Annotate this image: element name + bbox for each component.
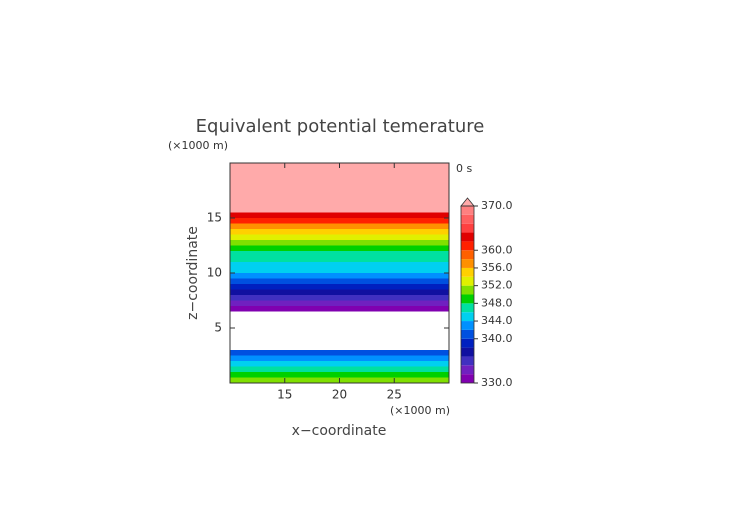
contour-band (230, 278, 449, 284)
contour-band (230, 201, 449, 207)
contour-band (230, 361, 449, 367)
contour-band (230, 262, 449, 268)
contour-band (230, 240, 449, 246)
contour-band (230, 251, 449, 257)
contour-band (230, 196, 449, 202)
colorbar-label: 330.0 (481, 376, 513, 389)
colorbar-label: 344.0 (481, 314, 513, 327)
contour-band (230, 300, 449, 306)
contour-band (230, 284, 449, 290)
colorbar-label: 340.0 (481, 332, 513, 345)
contour-band (230, 185, 449, 191)
colorbar-label: 360.0 (481, 243, 513, 256)
colorbar-label: 370.0 (481, 199, 513, 212)
contour-band (230, 179, 449, 185)
colorbar-segment (461, 374, 474, 383)
colorbar-segment (461, 214, 474, 224)
colorbar-segment (461, 223, 474, 233)
contour-band (230, 355, 449, 361)
x-tick-label: 25 (387, 388, 402, 402)
x-unit: (×1000 m) (390, 404, 450, 417)
contour-band (230, 223, 449, 229)
contour-band (230, 350, 449, 356)
contour-band (230, 212, 449, 218)
chart-title: Equivalent potential temerature (196, 116, 485, 137)
contour-band (230, 256, 449, 262)
x-tick-label: 20 (332, 388, 347, 402)
contour-band (230, 190, 449, 196)
y-tick-label: 10 (207, 266, 222, 280)
colorbar-segment (461, 365, 474, 375)
colorbar-segment (461, 338, 474, 348)
x-axis-label: x−coordinate (292, 423, 387, 439)
contour-band (230, 306, 449, 312)
contour-band (230, 229, 449, 235)
colorbar-segment (461, 232, 474, 242)
contour-band (230, 218, 449, 224)
colorbar-label: 356.0 (481, 261, 513, 274)
colorbar-segment (461, 356, 474, 366)
contour-band (230, 273, 449, 279)
colorbar-segment (461, 294, 474, 304)
contour-band (230, 289, 449, 295)
contour-band (230, 267, 449, 273)
colorbar-segment (461, 206, 474, 215)
colorbar-segment (461, 312, 474, 322)
y-axis-label: z−coordinate (185, 226, 201, 320)
y-tick-label: 5 (214, 321, 222, 335)
x-tick-label: 15 (277, 388, 292, 402)
colorbar-segment (461, 250, 474, 260)
colorbar-label: 352.0 (481, 279, 513, 292)
y-unit: (×1000 m) (168, 139, 228, 152)
colorbar-frame (460, 205, 475, 384)
colorbar-over (460, 197, 475, 207)
colorbar-segment (461, 276, 474, 286)
colorbar-segment (461, 285, 474, 295)
contour-band (230, 168, 449, 174)
y-tick-label: 15 (207, 211, 222, 225)
colorbar-segment (461, 329, 474, 339)
contour-band (230, 372, 449, 378)
contour-band (230, 174, 449, 180)
colorbar-label: 348.0 (481, 296, 513, 309)
contour-band (230, 234, 449, 240)
colorbar-segment (461, 347, 474, 357)
colorbar-segment (461, 267, 474, 277)
time-label: 0 s (456, 162, 472, 175)
colorbar-segment (461, 241, 474, 251)
colorbar-segment (461, 303, 474, 313)
contour-band (230, 295, 449, 301)
contour-band (230, 245, 449, 251)
contour-band (230, 207, 449, 213)
colorbar-segment (461, 321, 474, 330)
colorbar-segment (461, 259, 474, 268)
contour-band (230, 366, 449, 372)
